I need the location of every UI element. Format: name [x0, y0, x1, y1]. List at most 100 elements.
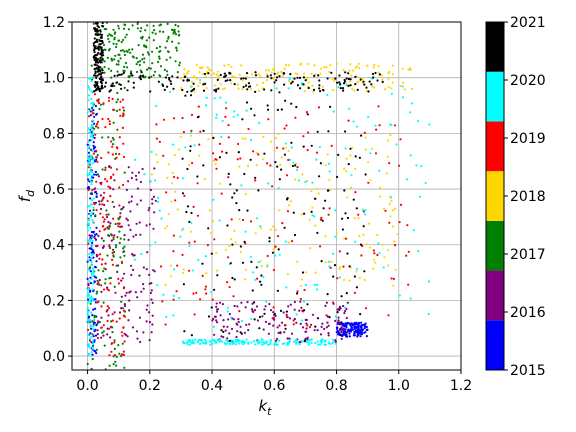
data-point	[95, 123, 99, 126]
data-point	[376, 253, 379, 257]
data-point	[387, 72, 390, 75]
data-point	[110, 69, 113, 72]
data-point	[129, 51, 132, 54]
data-point	[114, 31, 117, 34]
data-point	[164, 283, 167, 286]
data-point	[193, 144, 196, 147]
data-point	[91, 171, 94, 174]
data-point	[113, 234, 116, 237]
data-point	[215, 319, 218, 322]
data-point	[107, 37, 110, 41]
data-point	[284, 324, 287, 327]
data-point	[222, 325, 225, 328]
data-point	[178, 297, 181, 300]
data-point	[117, 282, 120, 285]
data-point	[288, 204, 291, 207]
data-point	[102, 54, 105, 57]
data-point	[122, 106, 125, 109]
data-point	[162, 154, 165, 157]
data-point	[104, 178, 107, 181]
data-point	[417, 120, 420, 123]
data-point	[374, 71, 377, 75]
data-point	[320, 339, 323, 342]
data-point	[96, 173, 100, 176]
data-point	[158, 140, 161, 143]
data-point	[146, 251, 149, 254]
data-point	[101, 69, 104, 72]
data-point	[361, 77, 364, 80]
data-point	[155, 123, 158, 126]
data-point	[100, 284, 103, 287]
y-tick-label: 0.6	[43, 182, 65, 198]
data-point	[363, 270, 366, 273]
data-point	[131, 48, 134, 51]
data-point	[251, 302, 254, 305]
data-point	[93, 173, 96, 176]
data-point	[369, 152, 372, 155]
data-point	[328, 316, 331, 319]
data-point	[310, 338, 313, 341]
data-point	[110, 350, 113, 353]
data-point	[276, 108, 279, 111]
data-point	[378, 252, 381, 255]
data-point	[94, 81, 97, 84]
data-point	[279, 163, 282, 167]
data-point	[295, 168, 299, 172]
data-point	[282, 311, 285, 314]
data-point	[97, 26, 100, 29]
data-point	[290, 102, 293, 105]
data-point	[362, 225, 365, 228]
data-point	[95, 30, 98, 33]
data-point	[86, 311, 89, 315]
data-point	[95, 260, 98, 263]
data-point	[111, 34, 114, 37]
data-point	[374, 124, 377, 127]
data-point	[92, 42, 95, 45]
data-point	[339, 87, 342, 90]
data-point	[90, 257, 93, 260]
data-point	[110, 84, 113, 88]
data-point	[91, 288, 94, 291]
data-point	[148, 321, 151, 324]
data-point	[175, 49, 178, 52]
data-point	[351, 146, 354, 149]
data-point	[398, 164, 401, 167]
data-point	[349, 84, 352, 87]
data-point	[104, 227, 107, 230]
data-point	[95, 226, 98, 229]
data-point	[123, 171, 126, 174]
data-point	[95, 125, 98, 128]
data-point	[107, 96, 111, 99]
data-point	[377, 242, 380, 245]
data-point	[188, 343, 191, 346]
data-point	[343, 278, 346, 282]
data-point	[338, 250, 341, 253]
data-point	[246, 88, 249, 91]
data-point	[113, 341, 116, 344]
data-point	[270, 89, 273, 92]
data-point	[142, 287, 145, 290]
data-point	[270, 71, 273, 74]
data-point	[96, 160, 99, 163]
data-point	[230, 238, 233, 241]
data-point	[313, 215, 316, 218]
data-point	[95, 22, 98, 25]
data-point	[118, 204, 121, 207]
data-point	[266, 104, 269, 107]
y-axis-ticks: 0.00.20.40.60.81.01.2	[43, 15, 72, 365]
data-point	[319, 343, 322, 346]
data-point	[142, 331, 145, 334]
data-point	[359, 329, 362, 332]
data-point	[383, 256, 386, 259]
data-point	[100, 51, 103, 55]
data-point	[107, 227, 110, 230]
data-point	[220, 192, 223, 195]
data-point	[91, 267, 94, 270]
data-point	[138, 221, 141, 224]
data-point	[100, 326, 103, 329]
data-point	[123, 155, 126, 159]
data-point	[381, 78, 384, 81]
data-point	[238, 218, 241, 221]
data-point	[99, 253, 102, 256]
data-point	[348, 107, 351, 110]
